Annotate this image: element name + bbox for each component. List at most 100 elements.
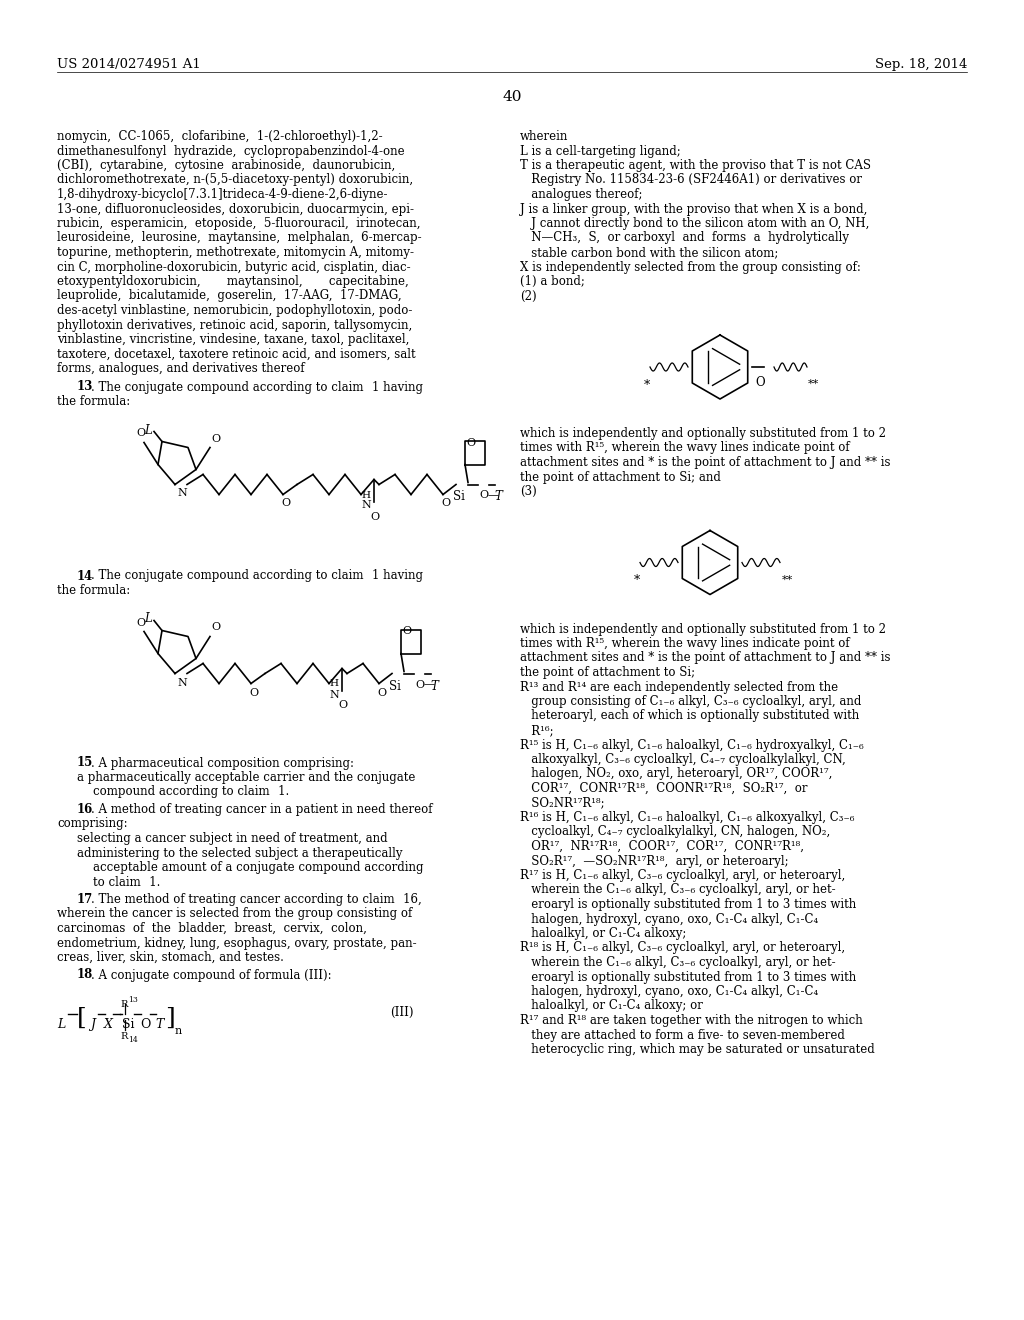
- Text: L: L: [144, 612, 152, 626]
- Text: etoxypentyldoxorubicin,       maytansinol,       capecitabine,: etoxypentyldoxorubicin, maytansinol, cap…: [57, 275, 409, 288]
- Text: [: [: [77, 1007, 87, 1030]
- Text: —: —: [488, 491, 499, 500]
- Text: 13: 13: [128, 997, 138, 1005]
- Text: H: H: [330, 680, 339, 689]
- Text: O: O: [211, 623, 220, 632]
- Text: R¹⁸ is H, C₁₋₆ alkyl, C₃₋₆ cycloalkyl, aryl, or heteroaryl,: R¹⁸ is H, C₁₋₆ alkyl, C₃₋₆ cycloalkyl, a…: [520, 941, 845, 954]
- Text: leuprolide,  bicalutamide,  goserelin,  17-AAG,  17-DMAG,: leuprolide, bicalutamide, goserelin, 17-…: [57, 289, 401, 302]
- Text: **: **: [808, 379, 819, 389]
- Text: N: N: [177, 488, 186, 499]
- Text: N: N: [329, 689, 339, 700]
- Text: T: T: [494, 491, 502, 503]
- Text: (3): (3): [520, 484, 537, 498]
- Text: nomycin,  CC-1065,  clofaribine,  1-(2-chloroethyl)-1,2-: nomycin, CC-1065, clofaribine, 1-(2-chlo…: [57, 129, 383, 143]
- Text: T: T: [155, 1018, 164, 1031]
- Text: Sep. 18, 2014: Sep. 18, 2014: [874, 58, 967, 71]
- Text: attachment sites and * is the point of attachment to J and ** is: attachment sites and * is the point of a…: [520, 652, 891, 664]
- Text: n: n: [175, 1026, 182, 1036]
- Text: administering to the selected subject a therapeutically: administering to the selected subject a …: [77, 846, 402, 859]
- Text: dichloromethotrexate, n-(5,5-diacetoxy-pentyl) doxorubicin,: dichloromethotrexate, n-(5,5-diacetoxy-p…: [57, 173, 413, 186]
- Text: Si: Si: [122, 1018, 134, 1031]
- Text: —: —: [424, 680, 435, 689]
- Text: J is a linker group, with the proviso that when X is a bond,: J is a linker group, with the proviso th…: [520, 202, 867, 215]
- Text: J cannot directly bond to the silicon atom with an O, NH,: J cannot directly bond to the silicon at…: [520, 216, 869, 230]
- Text: leurosideine,  leurosine,  maytansine,  melphalan,  6-mercap-: leurosideine, leurosine, maytansine, mel…: [57, 231, 422, 244]
- Text: carcinomas  of  the  bladder,  breast,  cervix,  colon,: carcinomas of the bladder, breast, cervi…: [57, 921, 367, 935]
- Text: . A conjugate compound of formula (III):: . A conjugate compound of formula (III):: [91, 969, 332, 982]
- Text: *: *: [644, 379, 650, 392]
- Text: 17: 17: [77, 894, 93, 906]
- Text: heterocyclic ring, which may be saturated or unsaturated: heterocyclic ring, which may be saturate…: [520, 1043, 874, 1056]
- Text: rubicin,  esperamicin,  etoposide,  5-fluorouracil,  irinotecan,: rubicin, esperamicin, etoposide, 5-fluor…: [57, 216, 421, 230]
- Text: the formula:: the formula:: [57, 583, 130, 597]
- Text: O: O: [250, 688, 259, 697]
- Text: O: O: [479, 491, 488, 500]
- Text: stable carbon bond with the silicon atom;: stable carbon bond with the silicon atom…: [520, 246, 778, 259]
- Text: forms, analogues, and derivatives thereof: forms, analogues, and derivatives thereo…: [57, 362, 304, 375]
- Text: **: **: [782, 574, 794, 585]
- Text: times with R¹⁵, wherein the wavy lines indicate point of: times with R¹⁵, wherein the wavy lines i…: [520, 638, 850, 649]
- Text: *: *: [634, 574, 640, 587]
- Text: L is a cell-targeting ligand;: L is a cell-targeting ligand;: [520, 144, 681, 157]
- Text: alkoxyalkyl, C₃₋₆ cycloalkyl, C₄₋₇ cycloalkylalkyl, CN,: alkoxyalkyl, C₃₋₆ cycloalkyl, C₄₋₇ cyclo…: [520, 752, 846, 766]
- Text: analogues thereof;: analogues thereof;: [520, 187, 642, 201]
- Text: times with R¹⁵, wherein the wavy lines indicate point of: times with R¹⁵, wherein the wavy lines i…: [520, 441, 850, 454]
- Text: H: H: [361, 491, 371, 499]
- Text: R¹⁶;: R¹⁶;: [520, 723, 554, 737]
- Text: N: N: [177, 677, 186, 688]
- Text: O: O: [140, 1018, 151, 1031]
- Text: O: O: [338, 701, 347, 710]
- Text: 16: 16: [77, 803, 93, 816]
- Text: J: J: [90, 1018, 95, 1031]
- Text: (2): (2): [520, 289, 537, 302]
- Text: 14: 14: [128, 1036, 138, 1044]
- Text: COR¹⁷,  CONR¹⁷R¹⁸,  COONR¹⁷R¹⁸,  SO₂R¹⁷,  or: COR¹⁷, CONR¹⁷R¹⁸, COONR¹⁷R¹⁸, SO₂R¹⁷, or: [520, 781, 808, 795]
- Text: Si: Si: [389, 680, 401, 693]
- Text: R¹³ and R¹⁴ are each independently selected from the: R¹³ and R¹⁴ are each independently selec…: [520, 681, 838, 693]
- Text: they are attached to form a five- to seven-membered: they are attached to form a five- to sev…: [520, 1028, 845, 1041]
- Text: which is independently and optionally substituted from 1 to 2: which is independently and optionally su…: [520, 623, 886, 635]
- Text: L: L: [57, 1018, 66, 1031]
- Text: wherein the cancer is selected from the group consisting of: wherein the cancer is selected from the …: [57, 908, 413, 920]
- Text: Registry No. 115834-23-6 (SF2446A1) or derivatives or: Registry No. 115834-23-6 (SF2446A1) or d…: [520, 173, 862, 186]
- Text: US 2014/0274951 A1: US 2014/0274951 A1: [57, 58, 201, 71]
- Text: phyllotoxin derivatives, retinoic acid, saporin, tallysomycin,: phyllotoxin derivatives, retinoic acid, …: [57, 318, 413, 331]
- Text: group consisting of C₁₋₆ alkyl, C₃₋₆ cycloalkyl, aryl, and: group consisting of C₁₋₆ alkyl, C₃₋₆ cyc…: [520, 696, 861, 708]
- Text: acceptable amount of a conjugate compound according: acceptable amount of a conjugate compoun…: [93, 861, 424, 874]
- Text: 13: 13: [77, 380, 93, 393]
- Text: N—CH₃,  S,  or carboxyl  and  forms  a  hydrolytically: N—CH₃, S, or carboxyl and forms a hydrol…: [520, 231, 849, 244]
- Text: 14: 14: [77, 569, 93, 582]
- Text: cin C, morpholine-doxorubicin, butyric acid, cisplatin, diac-: cin C, morpholine-doxorubicin, butyric a…: [57, 260, 411, 273]
- Text: compound according to claim   1.: compound according to claim 1.: [93, 785, 289, 799]
- Text: . The conjugate compound according to claim   1 having: . The conjugate compound according to cl…: [91, 380, 423, 393]
- Text: haloalkyl, or C₁-C₄ alkoxy;: haloalkyl, or C₁-C₄ alkoxy;: [520, 927, 686, 940]
- Text: heteroaryl, each of which is optionally substituted with: heteroaryl, each of which is optionally …: [520, 710, 859, 722]
- Text: . The conjugate compound according to claim   1 having: . The conjugate compound according to cl…: [91, 569, 423, 582]
- Text: . The method of treating cancer according to claim   16,: . The method of treating cancer accordin…: [91, 894, 422, 906]
- Text: O: O: [136, 618, 145, 627]
- Text: attachment sites and * is the point of attachment to J and ** is: attachment sites and * is the point of a…: [520, 455, 891, 469]
- Text: O: O: [282, 499, 291, 508]
- Text: taxotere, docetaxel, taxotere retinoic acid, and isomers, salt: taxotere, docetaxel, taxotere retinoic a…: [57, 347, 416, 360]
- Text: O: O: [370, 511, 379, 521]
- Text: O: O: [378, 688, 387, 697]
- Text: N: N: [361, 500, 371, 511]
- Text: cycloalkyl, C₄₋₇ cycloalkylalkyl, CN, halogen, NO₂,: cycloalkyl, C₄₋₇ cycloalkylalkyl, CN, ha…: [520, 825, 830, 838]
- Text: a pharmaceutically acceptable carrier and the conjugate: a pharmaceutically acceptable carrier an…: [77, 771, 416, 784]
- Text: T: T: [430, 680, 438, 693]
- Text: halogen, hydroxyl, cyano, oxo, C₁-C₄ alkyl, C₁-C₄: halogen, hydroxyl, cyano, oxo, C₁-C₄ alk…: [520, 912, 818, 925]
- Text: creas, liver, skin, stomach, and testes.: creas, liver, skin, stomach, and testes.: [57, 950, 284, 964]
- Text: X is independently selected from the group consisting of:: X is independently selected from the gro…: [520, 260, 861, 273]
- Text: which is independently and optionally substituted from 1 to 2: which is independently and optionally su…: [520, 426, 886, 440]
- Text: 15: 15: [77, 756, 93, 770]
- Text: O: O: [441, 499, 451, 508]
- Text: endometrium, kidney, lung, esophagus, ovary, prostate, pan-: endometrium, kidney, lung, esophagus, ov…: [57, 936, 417, 949]
- Text: 40: 40: [502, 90, 522, 104]
- Text: R¹⁷ and R¹⁸ are taken together with the nitrogen to which: R¹⁷ and R¹⁸ are taken together with the …: [520, 1014, 863, 1027]
- Text: dimethanesulfonyl  hydrazide,  cyclopropabenzindol-4-one: dimethanesulfonyl hydrazide, cyclopropab…: [57, 144, 404, 157]
- Text: wherein: wherein: [520, 129, 568, 143]
- Text: 13-one, difluoronucleosides, doxorubicin, duocarmycin, epi-: 13-one, difluoronucleosides, doxorubicin…: [57, 202, 414, 215]
- Text: (III): (III): [390, 1006, 414, 1019]
- Text: comprising:: comprising:: [57, 817, 128, 830]
- Text: R¹⁵ is H, C₁₋₆ alkyl, C₁₋₆ haloalkyl, C₁₋₆ hydroxyalkyl, C₁₋₆: R¹⁵ is H, C₁₋₆ alkyl, C₁₋₆ haloalkyl, C₁…: [520, 738, 864, 751]
